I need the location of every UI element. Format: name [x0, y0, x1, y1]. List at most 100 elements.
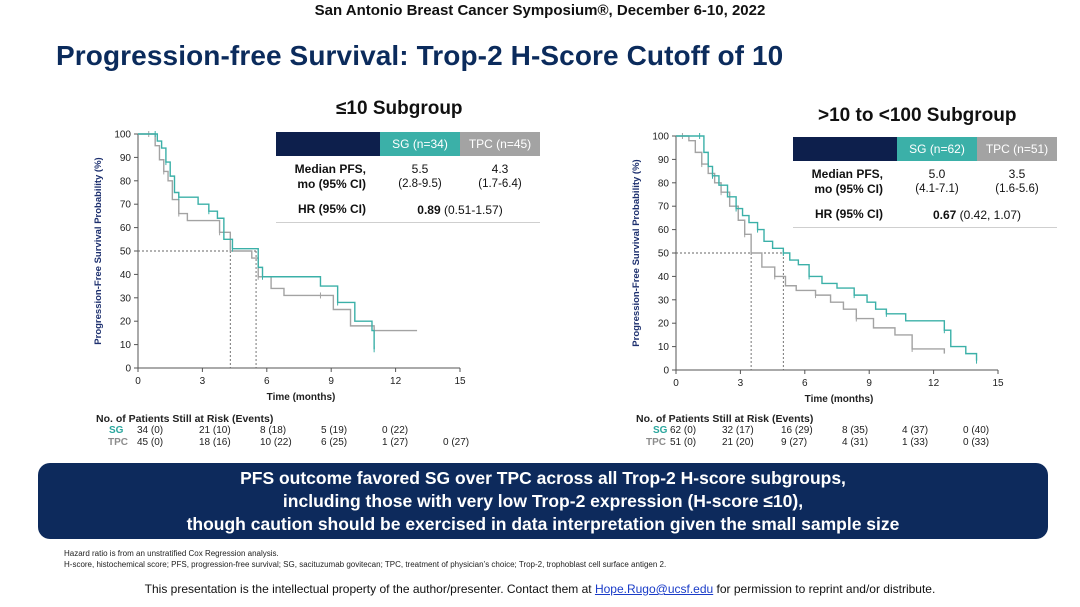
x-tick-label: 0	[673, 378, 679, 389]
left-at-risk-table: No. of Patients Still at Risk (Events) S…	[96, 413, 496, 449]
x-tick-label: 3	[200, 376, 206, 387]
at-risk-header: No. of Patients Still at Risk (Events)	[96, 413, 274, 425]
at-risk-cell: 34 (0)	[137, 425, 164, 436]
x-tick-label: 15	[454, 376, 466, 387]
hr-label: HR (95% CI)	[793, 198, 897, 228]
at-risk-cell: 4 (37)	[902, 425, 929, 436]
median-pfs-label: Median PFS, mo (95% CI)	[811, 167, 883, 196]
y-tick-label: 10	[120, 340, 132, 351]
at-risk-cell: 6 (25)	[321, 437, 348, 448]
y-tick-label: 50	[658, 249, 670, 260]
at-risk-cell: 21 (20)	[722, 437, 754, 448]
at-risk-cell: 9 (27)	[781, 437, 808, 448]
x-axis-label: Time (months)	[805, 394, 874, 405]
at-risk-label-tpc: TPC	[108, 437, 128, 448]
y-tick-label: 0	[663, 366, 669, 377]
at-risk-label-tpc: TPC	[646, 437, 666, 448]
y-tick-label: 40	[658, 272, 670, 283]
at-risk-row-sg: SG 62 (0) 32 (17) 16 (29) 8 (35) 4 (37) …	[636, 425, 1036, 437]
y-tick-label: 60	[120, 223, 132, 234]
y-tick-label: 70	[658, 202, 670, 213]
table-header-spacer	[276, 132, 380, 156]
conclusion-line: including those with very low Trop-2 exp…	[282, 491, 804, 511]
at-risk-cell: 0 (33)	[963, 437, 990, 448]
x-tick-label: 12	[390, 376, 402, 387]
hr-value: 0.89 (0.51-1.57)	[380, 193, 540, 223]
at-risk-cell: 45 (0)	[137, 437, 164, 448]
contact-email-link[interactable]: Hope.Rugo@ucsf.edu	[594, 582, 714, 596]
table-header-spacer	[793, 137, 897, 161]
median-pfs-label: Median PFS, mo (95% CI)	[294, 162, 366, 191]
y-tick-label: 50	[120, 247, 132, 258]
y-tick-label: 30	[120, 293, 132, 304]
conclusion-line: PFS outcome favored SG over TPC across a…	[240, 468, 846, 488]
right-subgroup-title: >10 to <100 Subgroup	[818, 105, 1017, 126]
tpc-median-pfs: 3.5 (1.6-5.6)	[995, 167, 1039, 195]
x-tick-label: 3	[738, 378, 744, 389]
y-tick-label: 70	[120, 200, 132, 211]
y-tick-label: 90	[658, 155, 670, 166]
at-risk-cell: 21 (10)	[199, 425, 231, 436]
sg-column-header: SG (n=34)	[380, 132, 460, 156]
x-tick-label: 12	[928, 378, 940, 389]
conference-banner: San Antonio Breast Cancer Symposium®, De…	[314, 2, 766, 19]
left-pfs-table: SG (n=34) TPC (n=45) Median PFS, mo (95%…	[276, 132, 540, 223]
at-risk-cell: 32 (17)	[722, 425, 754, 436]
tpc-column-header: TPC (n=45)	[460, 132, 540, 156]
slide-title: Progression-free Survival: Trop-2 H-Scor…	[56, 40, 784, 71]
y-axis-label: Progression-Free Survival Probability (%…	[631, 159, 642, 346]
y-tick-label: 20	[120, 317, 132, 328]
hr-value: 0.67 (0.42, 1.07)	[897, 198, 1057, 228]
at-risk-cell: 8 (35)	[842, 425, 869, 436]
y-axis-label: Progression-Free Survival Probability (%…	[93, 157, 104, 344]
y-tick-label: 100	[652, 132, 669, 143]
at-risk-cell: 51 (0)	[670, 437, 697, 448]
y-tick-label: 10	[658, 342, 670, 353]
y-tick-label: 100	[114, 130, 131, 141]
right-pfs-table: SG (n=62) TPC (n=51) Median PFS, mo (95%…	[793, 137, 1057, 228]
tpc-column-header: TPC (n=51)	[977, 137, 1057, 161]
tpc-median-pfs: 4.3 (1.7-6.4)	[478, 162, 522, 190]
x-axis-label: Time (months)	[267, 392, 336, 403]
y-tick-label: 0	[125, 364, 131, 375]
x-tick-label: 6	[264, 376, 270, 387]
hr-label: HR (95% CI)	[276, 193, 380, 223]
at-risk-cell: 18 (16)	[199, 437, 231, 448]
x-tick-label: 15	[992, 378, 1004, 389]
sg-median-pfs: 5.5 (2.8-9.5)	[398, 162, 442, 190]
tpc-survival-curve	[676, 135, 946, 354]
at-risk-cell: 0 (27)	[443, 437, 470, 448]
at-risk-row-sg: SG 34 (0) 21 (10) 8 (18) 5 (19) 0 (22)	[96, 425, 496, 437]
at-risk-cell: 5 (19)	[321, 425, 348, 436]
y-tick-label: 20	[658, 319, 670, 330]
at-risk-cell: 62 (0)	[670, 425, 697, 436]
sg-column-header: SG (n=62)	[897, 137, 977, 161]
at-risk-cell: 10 (22)	[260, 437, 292, 448]
right-at-risk-table: No. of Patients Still at Risk (Events) S…	[636, 413, 1036, 449]
left-km-chart: 0 10 20 30 40 50 60 70 80 90 100 0 3 6 9 12 15 Time (mont…	[93, 130, 466, 404]
at-risk-header: No. of Patients Still at Risk (Events)	[636, 413, 814, 425]
at-risk-cell: 1 (27)	[382, 437, 409, 448]
at-risk-row-tpc: TPC 45 (0) 18 (16) 10 (22) 6 (25) 1 (27)…	[96, 437, 496, 449]
at-risk-cell: 1 (33)	[902, 437, 929, 448]
footnote-abbreviations: H-score, histochemical score; PFS, progr…	[64, 560, 667, 569]
footnote-hazard-ratio: Hazard ratio is from an unstratified Cox…	[64, 549, 279, 558]
right-km-chart: 0 10 20 30 40 50 60 70 80 90 100 0 3 6 9 12 15 Time (mont…	[631, 132, 1004, 406]
x-tick-label: 0	[135, 376, 141, 387]
at-risk-cell: 16 (29)	[781, 425, 813, 436]
conclusion-banner: PFS outcome favored SG over TPC across a…	[38, 463, 1048, 539]
x-tick-label: 9	[866, 378, 872, 389]
at-risk-cell: 0 (40)	[963, 425, 990, 436]
disclaimer: This presentation is the intellectual pr…	[144, 582, 936, 596]
y-tick-label: 30	[658, 295, 670, 306]
y-tick-label: 80	[120, 176, 132, 187]
at-risk-cell: 8 (18)	[260, 425, 287, 436]
y-tick-label: 90	[120, 153, 132, 164]
at-risk-cell: 4 (31)	[842, 437, 869, 448]
x-tick-label: 9	[328, 376, 334, 387]
y-tick-label: 80	[658, 178, 670, 189]
left-subgroup-title: ≤10 Subgroup	[336, 98, 463, 119]
x-tick-label: 6	[802, 378, 808, 389]
sg-survival-curve	[138, 133, 375, 350]
conclusion-line: though caution should be exercised in da…	[186, 514, 900, 534]
